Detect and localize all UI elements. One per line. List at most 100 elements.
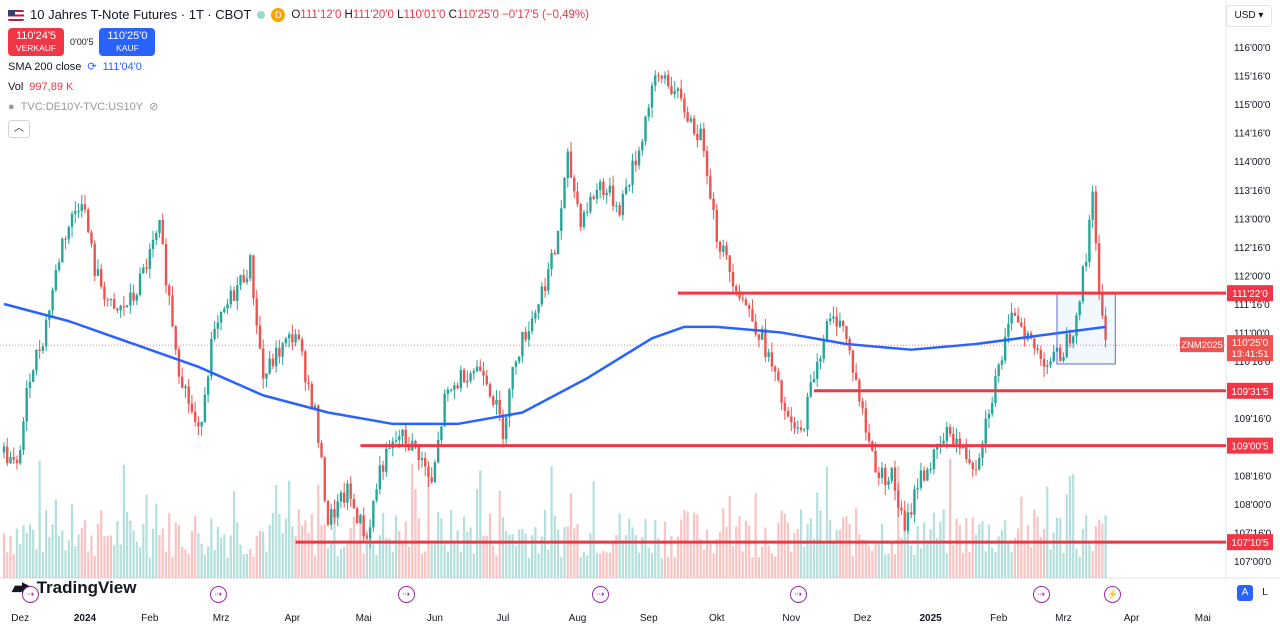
candle-body — [446, 389, 450, 394]
candle-body — [757, 334, 761, 340]
candle-body — [320, 442, 323, 458]
sma-indicator-row[interactable]: SMA 200 close ⟳ 111'04'0 — [8, 58, 589, 76]
candle-body — [61, 238, 64, 263]
economic-event-icon[interactable]: ⇢ — [1032, 586, 1050, 603]
candle-body — [125, 305, 129, 308]
volume-bar — [407, 546, 411, 578]
volume-bar — [349, 528, 352, 578]
collapse-legend-button[interactable]: ︿ — [8, 120, 30, 138]
x-tick-label: Jun — [427, 613, 443, 624]
candle-body — [135, 295, 139, 301]
x-tick-label: 2025 — [920, 613, 943, 624]
volume-bar — [67, 540, 70, 578]
economic-event-icon[interactable]: ⇢ — [789, 586, 807, 603]
volume-bar — [197, 533, 200, 578]
level-price-label: 111'22'0 — [1232, 289, 1268, 300]
volume-bar — [709, 540, 712, 578]
economic-event-icon[interactable]: ⇢ — [397, 586, 415, 603]
volume-bar — [981, 521, 984, 578]
candle-body — [219, 311, 223, 323]
volume-bar — [835, 530, 838, 578]
volume-bar — [443, 544, 446, 578]
auto-scale-button[interactable]: A — [1237, 585, 1253, 601]
delayed-badge[interactable]: D — [271, 8, 286, 22]
candle-body — [589, 196, 592, 212]
candle-body — [1000, 360, 1004, 365]
candle-body — [482, 370, 485, 376]
volume-bar — [1036, 516, 1039, 578]
economic-event-icon[interactable]: ⇢ — [592, 586, 610, 603]
volume-bar — [693, 512, 696, 578]
volume-bar — [359, 513, 362, 578]
candle-body — [699, 128, 702, 141]
volume-bar — [385, 537, 388, 578]
volume-bar — [288, 480, 291, 578]
volume-bar — [239, 544, 242, 578]
volume-bar — [15, 528, 19, 578]
candle-body — [851, 350, 855, 373]
volume-bar — [100, 510, 103, 578]
candle-body — [654, 75, 657, 86]
x-tick-label: Mai — [1195, 613, 1211, 624]
candle-body — [893, 467, 897, 491]
candle-body — [770, 352, 774, 367]
candle-body — [621, 194, 625, 216]
volume-bar — [116, 520, 119, 578]
volume-bar — [900, 537, 903, 578]
hidden-eye-icon[interactable]: ⊘ — [149, 101, 159, 113]
volume-bar — [417, 517, 420, 578]
volume-bar — [479, 470, 482, 578]
economic-event-icon[interactable]: ⇢ — [21, 586, 39, 603]
candle-body — [1081, 266, 1085, 302]
candle-body — [164, 244, 168, 286]
volume-bar — [1062, 553, 1065, 578]
volume-bar — [508, 534, 511, 578]
volume-bar — [965, 518, 968, 578]
volume-bar — [916, 526, 919, 578]
candle-body — [595, 189, 599, 199]
candle-body — [346, 483, 349, 503]
volume-bar — [291, 526, 294, 578]
candle-body — [573, 177, 576, 192]
symbol-title[interactable]: 10 Jahres T-Note Futures · 1T · CBOT — [30, 7, 252, 22]
volume-bar — [268, 524, 271, 578]
volume-bar — [667, 556, 670, 578]
volume-bar — [236, 522, 239, 578]
candle-body — [38, 349, 41, 351]
candle-body — [735, 286, 738, 292]
volume-indicator-row[interactable]: Vol 997,89 K — [8, 81, 74, 93]
candle-body — [459, 369, 463, 389]
candle-body — [245, 278, 249, 283]
volume-bar — [1059, 518, 1062, 578]
economic-event-icon[interactable]: ⇢ — [209, 586, 227, 603]
volume-bar — [83, 520, 87, 578]
candle-body — [783, 402, 787, 412]
buy-button[interactable]: 110'25'0 KAUF — [99, 28, 156, 56]
candle-body — [767, 352, 770, 357]
volume-bar — [391, 551, 394, 578]
volume-bar — [676, 536, 680, 578]
candle-body — [249, 255, 252, 279]
volume-bar — [1007, 543, 1010, 578]
compare-indicator-row[interactable]: ● TVC:DE10Y-TVC:US10Y ⊘ — [8, 98, 589, 116]
volume-bar — [472, 553, 475, 578]
volume-bar — [948, 459, 952, 578]
currency-selector[interactable]: USD ▾ — [1226, 5, 1272, 27]
volume-bar — [819, 510, 822, 578]
sell-button[interactable]: 110'24'5 VERKAUF — [8, 28, 64, 56]
candle-body — [323, 457, 326, 501]
earnings-flash-icon[interactable]: ⚡ — [1104, 586, 1122, 603]
log-scale-button[interactable]: L — [1262, 587, 1268, 598]
volume-bar — [803, 546, 806, 578]
volume-bar — [450, 509, 453, 578]
candle-body — [74, 211, 77, 214]
candle-body — [890, 467, 893, 481]
candle-body — [155, 232, 158, 240]
volume-bar — [352, 516, 356, 578]
volume-bar — [790, 551, 793, 578]
volume-bar — [142, 523, 145, 578]
candle-body — [41, 346, 45, 351]
volume-bar — [262, 531, 265, 578]
volume-bar — [1046, 486, 1049, 578]
